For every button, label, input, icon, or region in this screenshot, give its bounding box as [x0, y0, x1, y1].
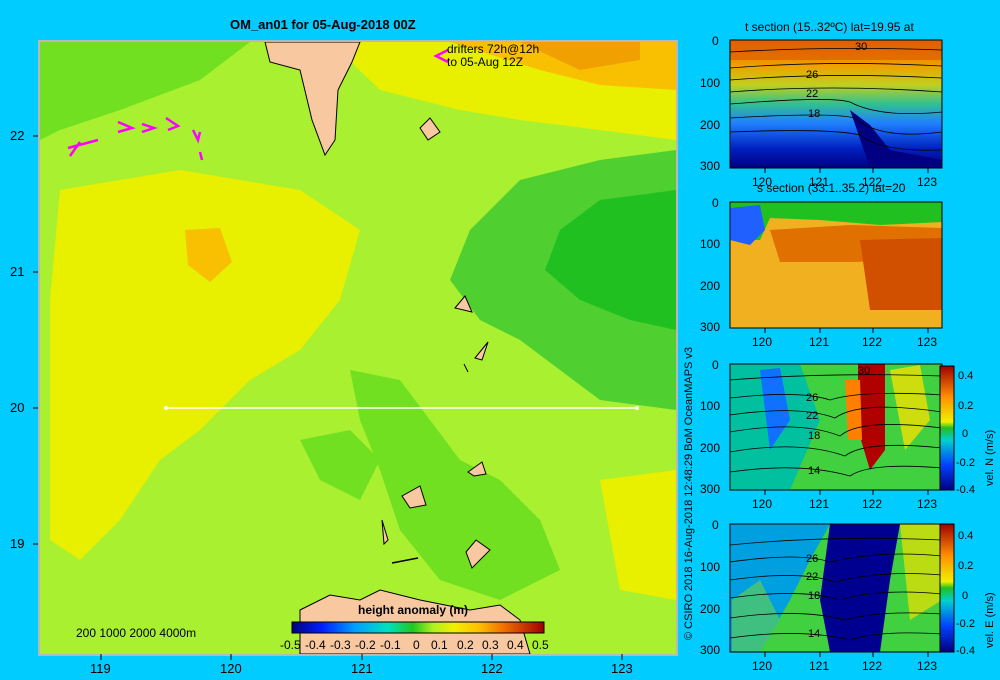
colorbar-tick: -0.3	[330, 638, 351, 652]
drifter-tracks	[67, 48, 449, 161]
panel-y-tick: 200	[700, 118, 721, 132]
panel-y-tick: 300	[700, 159, 721, 173]
panel-y-tick: 100	[700, 399, 721, 413]
contour-label: 18	[808, 430, 821, 442]
contour-label: 26	[806, 392, 819, 404]
drifters-label: drifters 72h@12h	[447, 42, 540, 56]
contour-label: 26	[806, 553, 819, 565]
map-y-tick: 21	[10, 264, 25, 279]
panel-y-tick: 200	[700, 441, 721, 455]
panel-x-tick: 120	[752, 335, 773, 349]
panel-y-tick: 200	[700, 602, 721, 616]
panel-x-tick: 120	[752, 175, 773, 189]
colorbar-tick: 0.4	[507, 638, 524, 652]
height-anomaly-field	[40, 42, 676, 654]
panel-x-tick: 123	[917, 335, 938, 349]
panel-x-tick: 122	[862, 335, 883, 349]
s-section-title: s section (33.1..35.2) lat=20	[757, 181, 906, 195]
vel-e-label: vel. E (m/s)	[984, 592, 996, 648]
panel-y-tick: 300	[700, 643, 721, 657]
panel-x-tick: 122	[862, 659, 883, 673]
map-y-tick: 22	[10, 128, 25, 143]
panel-x-tick: 121	[809, 335, 830, 349]
panel-x-tick: 121	[809, 497, 830, 511]
vel-tick: 0.2	[958, 400, 974, 412]
map-x-tick: 123	[611, 661, 633, 676]
panel-y-tick: 200	[700, 279, 721, 293]
panel-x-tick: 122	[862, 497, 883, 511]
map-x-tick: 120	[220, 661, 242, 676]
vel-tick: 0.4	[958, 530, 974, 542]
vel-e-panel	[729, 523, 955, 653]
colorbar-tick: -0.1	[380, 638, 401, 652]
panel-y-tick: 100	[700, 76, 721, 90]
panel-y-tick: 0	[712, 518, 719, 532]
vel-n-panel	[729, 363, 955, 491]
contour-label: 22	[806, 410, 819, 422]
panel-x-tick: 120	[752, 497, 773, 511]
colorbar-tick: 0.2	[457, 638, 474, 652]
colorbar-tick: -0.2	[355, 638, 376, 652]
vel-n-label: vel. N (m/s)	[984, 429, 996, 486]
colorbar-tick: 0	[413, 638, 420, 652]
colorbar-tick: 0.3	[482, 638, 499, 652]
s-section-panel	[729, 201, 943, 329]
panel-y-tick: 300	[700, 482, 721, 496]
colorbar-tick: -0.4	[305, 638, 326, 652]
vel-e-colorbar	[939, 523, 955, 653]
contour-label: 30	[858, 365, 871, 377]
panel-y-tick: 300	[700, 320, 721, 334]
vel-tick: 0	[962, 428, 969, 440]
contour-label: 22	[806, 88, 819, 100]
contour-label: 18	[808, 108, 821, 120]
panel-x-tick: 121	[809, 175, 830, 189]
panel-y-tick: 100	[700, 560, 721, 574]
vel-tick: 0	[962, 590, 969, 602]
map-y-tick: 19	[10, 536, 25, 551]
colorbar-tick: -0.5	[280, 638, 301, 652]
contour-label: 14	[808, 628, 821, 640]
contour-label: 22	[806, 571, 819, 583]
panel-x-tick: 121	[809, 659, 830, 673]
map-x-tick: 121	[351, 661, 373, 676]
panel-y-tick: 0	[712, 358, 719, 372]
vel-tick: -0.2	[956, 618, 975, 630]
panel-y-tick: 0	[712, 196, 719, 210]
height-colorbar	[291, 621, 545, 634]
vel-tick: -0.2	[956, 457, 975, 469]
vel-tick: -0.4	[956, 645, 975, 657]
panel-x-tick: 123	[917, 659, 938, 673]
map-title: OM_an01 for 05-Aug-2018 00Z	[230, 17, 416, 32]
map-x-tick: 122	[481, 661, 503, 676]
colorbar-tick: 0.5	[532, 638, 549, 652]
contour-label: 14	[808, 465, 821, 477]
colorbar-tick: 0.1	[431, 638, 448, 652]
drifters-label: to 05-Aug 12Z	[447, 55, 524, 69]
map-y-tick: 20	[10, 400, 25, 415]
panel-y-tick: 0	[712, 34, 719, 48]
contour-label: 26	[806, 69, 819, 81]
panel-x-tick: 123	[917, 497, 938, 511]
vel-tick: -0.4	[956, 484, 975, 496]
contour-label: 18	[808, 590, 821, 602]
panel-x-tick: 120	[752, 659, 773, 673]
colorbar-label: height anomaly (m)	[358, 603, 469, 617]
panel-y-tick: 100	[700, 237, 721, 251]
contour-label: 30	[855, 41, 868, 53]
t-section-title: t section (15..32ºC) lat=19.95 at	[745, 20, 914, 34]
panel-x-tick: 122	[862, 175, 883, 189]
panel-x-tick: 123	[917, 175, 938, 189]
t-section-panel	[729, 39, 943, 169]
map-x-tick: 119	[90, 661, 111, 676]
isobaths-legend: 200 1000 2000 4000m	[76, 626, 197, 640]
vel-tick: 0.2	[958, 560, 974, 572]
vel-n-colorbar	[939, 365, 955, 491]
vel-tick: 0.4	[958, 370, 974, 382]
